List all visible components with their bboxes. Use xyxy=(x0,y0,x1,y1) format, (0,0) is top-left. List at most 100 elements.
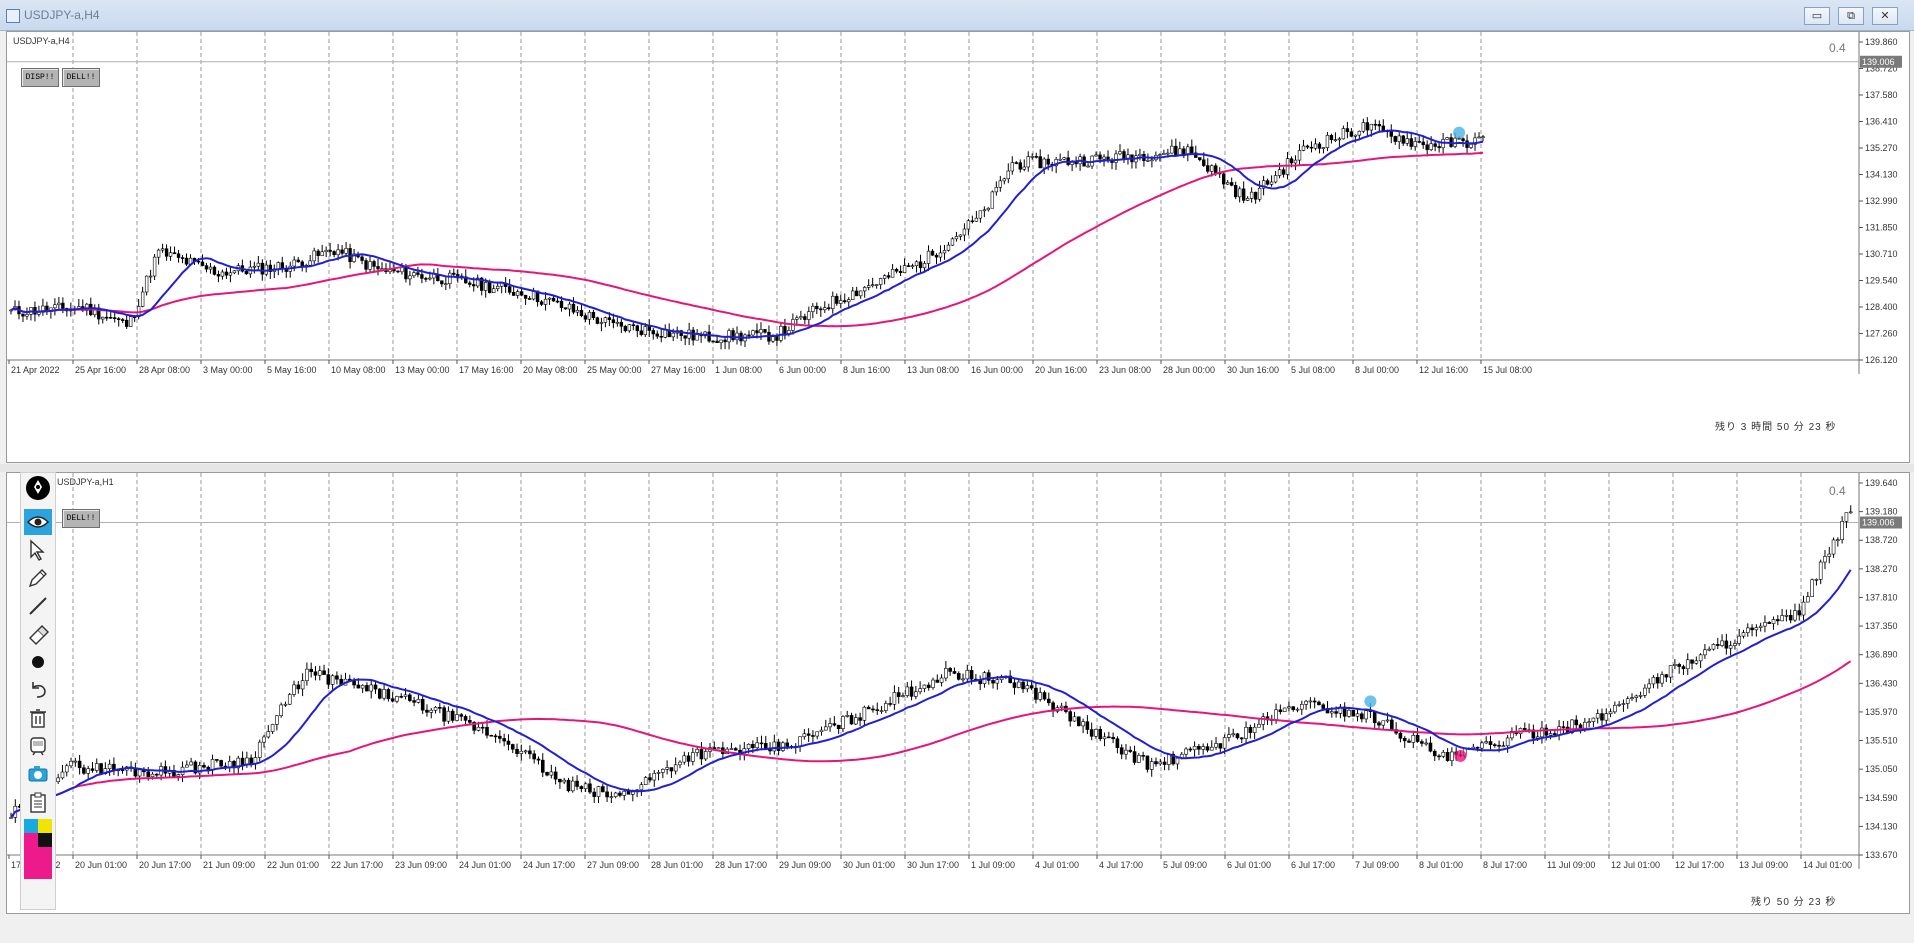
candle-body xyxy=(1281,169,1286,175)
candle-body xyxy=(480,277,484,291)
candle-body xyxy=(575,780,579,787)
candle-body xyxy=(85,303,89,311)
chart-splitter[interactable] xyxy=(0,464,1914,472)
candle-body xyxy=(1235,733,1240,739)
time-tick-label: 6 Jul 17:00 xyxy=(1291,860,1335,870)
candle-body xyxy=(287,694,292,705)
candle-body xyxy=(1574,719,1579,726)
candle-body xyxy=(1042,158,1046,169)
candle-body xyxy=(1149,761,1154,770)
disp-button[interactable]: DISP!! xyxy=(21,68,59,87)
candle-body xyxy=(1010,162,1014,172)
clipboard-icon[interactable] xyxy=(24,789,52,815)
candle-body xyxy=(1006,170,1010,180)
spread-value: 0.4 xyxy=(1829,484,1846,498)
chart-window-h1[interactable]: 139.640 139.180 138.720 138.270 137.810 137.3… xyxy=(6,472,1910,914)
candle-body xyxy=(1098,154,1102,160)
undo-icon[interactable] xyxy=(24,677,52,703)
line-icon[interactable] xyxy=(24,593,52,619)
candle-body xyxy=(450,710,455,721)
dell-button[interactable]: DELL!! xyxy=(62,509,100,528)
price-tick-label: 127.260 xyxy=(1865,329,1898,339)
candle-body xyxy=(551,297,556,302)
candle-body xyxy=(425,709,429,713)
color-palette-icon[interactable] xyxy=(24,819,52,879)
candle-body xyxy=(1072,716,1077,722)
candle-body xyxy=(909,686,914,697)
candle-body xyxy=(455,714,459,721)
candle-body xyxy=(197,765,202,774)
candle-body xyxy=(275,715,279,725)
candle-body xyxy=(485,726,489,736)
candle-body xyxy=(712,747,717,750)
candle-body xyxy=(1595,713,1600,719)
candle-body xyxy=(1401,135,1405,144)
candle-body xyxy=(663,329,667,338)
pen-logo-icon[interactable] xyxy=(24,475,52,501)
candle-body xyxy=(906,265,911,267)
price-chart-h4[interactable]: 139.860 138.720 137.580 136.410 135.270 134.1… xyxy=(7,32,1909,462)
candle-body xyxy=(1441,751,1446,757)
candle-body xyxy=(699,749,704,760)
candle-body xyxy=(1437,755,1441,758)
candle-body xyxy=(631,324,636,326)
train-icon[interactable] xyxy=(24,733,52,759)
close-button[interactable]: ✕ xyxy=(1872,7,1898,25)
candle-body xyxy=(1557,726,1561,736)
chart-window-h4[interactable]: 139.860 138.720 137.580 136.410 135.270 134.1… xyxy=(6,31,1910,463)
candle-body xyxy=(1668,665,1673,678)
candle-body xyxy=(888,703,892,705)
candle-body xyxy=(1698,654,1703,662)
candle-body xyxy=(1720,640,1724,646)
bar-countdown: 残り 3 時間 50 分 23 秒 xyxy=(1715,422,1837,433)
candle-body xyxy=(1793,610,1797,621)
candle-body xyxy=(1237,188,1242,198)
candle-body xyxy=(1231,733,1235,736)
candle-body xyxy=(939,677,944,683)
candle-body xyxy=(1295,708,1300,711)
time-tick-label: 12 Jul 16:00 xyxy=(1419,365,1468,375)
candle-body xyxy=(1038,156,1042,169)
restore-button[interactable]: ⧉ xyxy=(1838,7,1864,25)
candle-body xyxy=(317,670,322,676)
trash-icon[interactable] xyxy=(24,705,52,731)
candle-body xyxy=(1175,757,1180,765)
price-chart-h1[interactable]: 139.640 139.180 138.720 138.270 137.810 137.3… xyxy=(7,473,1909,913)
candle-body xyxy=(1124,749,1128,755)
candle-body xyxy=(671,332,675,338)
price-tick-label: 136.890 xyxy=(1865,650,1898,660)
cursor-icon[interactable] xyxy=(24,537,52,563)
candle-body xyxy=(429,709,434,713)
candle-body xyxy=(1337,138,1342,141)
candle-body xyxy=(931,679,935,688)
eye-icon[interactable] xyxy=(24,509,52,535)
candle-body xyxy=(1758,625,1763,628)
candle-body xyxy=(627,324,632,332)
candle-body xyxy=(1086,165,1090,168)
dell-button[interactable]: DELL!! xyxy=(62,68,100,87)
candle-body xyxy=(1107,736,1111,739)
candle-body xyxy=(549,771,554,776)
candle-body xyxy=(1002,178,1007,182)
fast-moving-average xyxy=(10,569,1852,819)
candle-body xyxy=(468,282,472,285)
candle-body xyxy=(1673,664,1677,666)
price-tick-label: 139.640 xyxy=(1865,478,1898,488)
minimize-button[interactable]: ▭ xyxy=(1804,7,1830,25)
candle-body xyxy=(723,339,727,343)
window-titlebar: USDJPY-a,H4 ▭ ⧉ ✕ xyxy=(0,0,1914,31)
candle-body xyxy=(1711,644,1716,650)
candle-body xyxy=(902,265,907,274)
camera-icon[interactable] xyxy=(24,761,52,787)
candle-body xyxy=(69,760,73,767)
pencil-icon[interactable] xyxy=(24,565,52,591)
eraser-icon[interactable] xyxy=(24,621,52,647)
candle-body xyxy=(1222,737,1227,749)
buy-signal-marker xyxy=(1364,695,1377,708)
candle-body xyxy=(847,299,851,303)
candle-body xyxy=(1397,135,1401,142)
candle-body xyxy=(1210,165,1214,172)
dot-icon[interactable] xyxy=(24,649,52,675)
time-tick-label: 8 Jul 01:00 xyxy=(1419,860,1463,870)
candle-body xyxy=(1492,744,1497,746)
